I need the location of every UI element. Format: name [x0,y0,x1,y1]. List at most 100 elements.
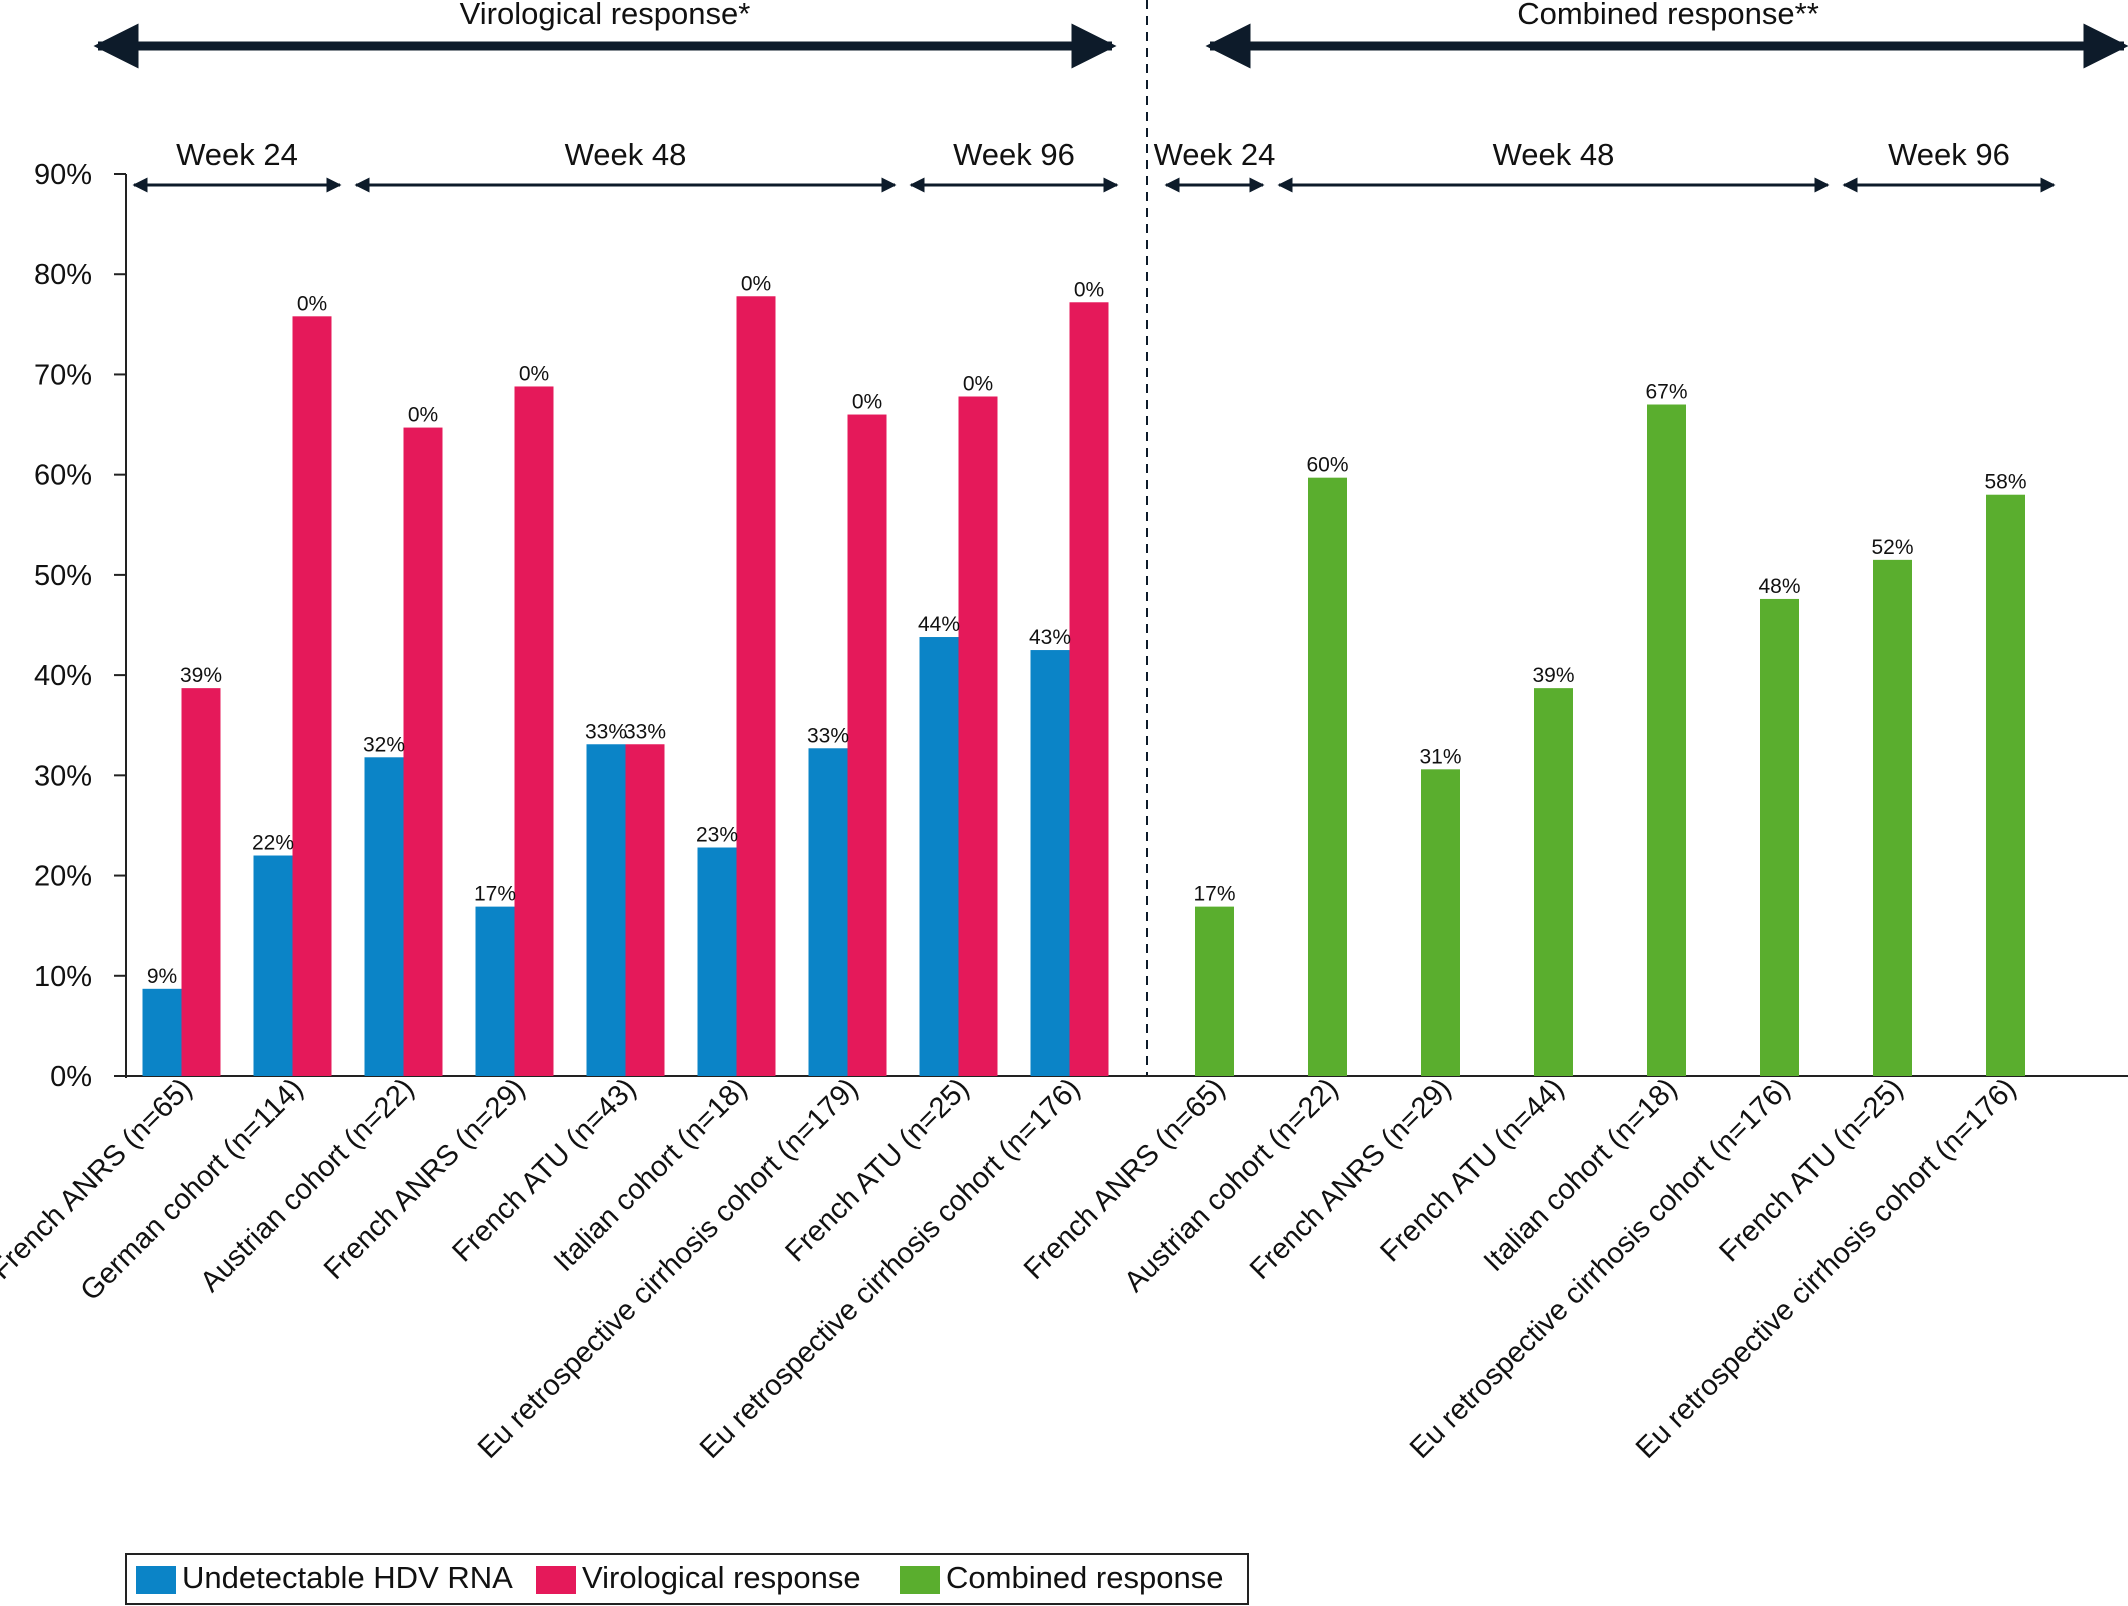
category-label: French ATU (n=44) [1374,1072,1570,1268]
bar-combined [1308,477,1347,1076]
category-label: French ANRS (n=29) [318,1072,532,1286]
virological-section-title: Virological response* [460,0,751,31]
category-label: Austrian cohort (n=22) [194,1072,420,1298]
legend-label-undetectable: Undetectable HDV RNA [182,1560,513,1595]
period-arrows: Week 24 Week 48 Week 96 Week 24 Week 48 Week … [132,137,2056,193]
data-label-virological: 0% [852,391,882,414]
bar-virological [514,386,554,1077]
data-label-combined: 17% [1193,883,1235,906]
data-label-undetectable: 33% [807,724,849,747]
category-label: French ATU (n=25) [779,1072,975,1268]
legend-label-combined: Combined response [946,1560,1223,1595]
legend: Undetectable HDV RNA Virological respons… [125,1553,1249,1605]
data-label-virological: 0% [741,272,771,295]
bar-virological [847,414,887,1076]
bar-virological [958,396,998,1076]
data-label-undetectable: 9% [147,965,177,988]
bar-combined [1195,906,1234,1076]
data-label-combined: 52% [1871,536,1913,559]
legend-swatch-combined [900,1566,940,1594]
data-label-undetectable: 33% [585,720,627,743]
panel-header-virological: Virological response* [93,0,1117,69]
legend-label-virological: Virological response [582,1560,861,1595]
category-label: French ATU (n=25) [1713,1072,1909,1268]
bar-undetectable [142,988,182,1076]
data-label-undetectable: 23% [696,823,738,846]
data-label-virological: 0% [297,292,327,315]
bar-undetectable [919,637,959,1076]
data-label-undetectable: 22% [252,832,294,855]
bar-combined [1534,688,1573,1076]
data-label-virological: 0% [408,404,438,427]
period-label: Week 96 [953,137,1075,172]
data-label-combined: 60% [1306,454,1348,477]
period-label: Week 96 [1888,137,2010,172]
bar-combined [1986,494,2025,1076]
bar-virological [292,316,332,1076]
bar-combined [1760,598,1799,1076]
category-label: French ANRS (n=65) [0,1072,198,1286]
y-tick-label: 50% [34,560,92,592]
period-label: Week 24 [1154,137,1276,172]
bar-undetectable [475,906,515,1076]
legend-swatch-undetectable [136,1566,176,1594]
bar-virological [736,296,776,1076]
panel-header-combined: Combined response** [1205,0,2128,69]
bar-undetectable [364,757,404,1076]
category-label: Eu retrospective cirrhosis cohort (n=179… [472,1072,864,1464]
bar-virological [1069,302,1109,1077]
y-axis-ticks: 0% 10% 20% 30% 40% 50% 60% 70% 80% 90% [34,159,126,1093]
data-label-virological: 0% [963,372,993,395]
category-label: Austrian cohort (n=22) [1118,1072,1344,1298]
data-labels: 9%39%22%0%32%0%17%0%33%33%23%0%33%0%44%0… [147,272,2027,988]
data-label-combined: 31% [1419,745,1461,768]
data-label-combined: 67% [1645,381,1687,404]
data-label-combined: 39% [1532,664,1574,687]
bar-combined [1421,769,1460,1076]
legend-box [125,1553,1249,1605]
data-label-combined: 58% [1984,471,2026,494]
y-tick-label: 90% [34,159,92,191]
data-label-virological: 33% [624,720,666,743]
data-label-virological: 0% [519,362,549,385]
bar-virological [625,744,665,1076]
bars [142,296,2025,1077]
bar-undetectable [697,847,737,1076]
y-tick-label: 80% [34,259,92,291]
y-tick-label: 0% [50,1061,92,1093]
y-tick-label: 30% [34,760,92,792]
category-label: Italian cohort (n=18) [1478,1072,1684,1278]
y-tick-label: 20% [34,861,92,893]
bar-undetectable [808,748,848,1076]
bar-undetectable [253,855,293,1076]
legend-swatch-virological [536,1566,576,1594]
y-tick-label: 10% [34,961,92,993]
category-label: French ANRS (n=29) [1244,1072,1458,1286]
category-label: Eu retrospective cirrhosis cohort (n=176… [1404,1072,1796,1464]
data-label-virological: 0% [1074,278,1104,301]
category-label: French ATU (n=43) [446,1072,642,1268]
period-label: Week 48 [1493,137,1615,172]
data-label-undetectable: 44% [918,613,960,636]
y-tick-label: 60% [34,460,92,492]
period-label: Week 24 [176,137,298,172]
data-label-undetectable: 32% [363,733,405,756]
category-label: Italian cohort (n=18) [548,1072,754,1278]
category-label: German cohort (n=114) [75,1072,310,1307]
y-tick-label: 70% [34,359,92,391]
bar-combined [1647,404,1686,1076]
data-label-undetectable: 43% [1029,626,1071,649]
y-tick-label: 40% [34,660,92,692]
bar-virological [181,688,221,1076]
bar-undetectable [586,744,626,1076]
bar-virological [403,427,443,1076]
bar-undetectable [1030,650,1070,1076]
bar-combined [1873,559,1912,1076]
category-label: Eu retrospective cirrhosis cohort (n=176… [1630,1072,2022,1464]
data-label-virological: 39% [180,664,222,687]
category-labels: French ANRS (n=65)German cohort (n=114)A… [0,1072,2022,1464]
period-label: Week 48 [565,137,687,172]
data-label-combined: 48% [1758,575,1800,598]
combined-section-title: Combined response** [1517,0,1819,31]
